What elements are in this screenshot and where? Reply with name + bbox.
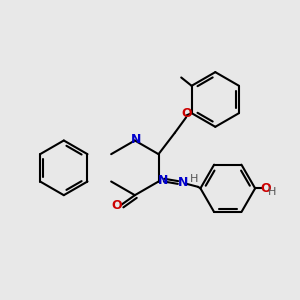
Text: H: H: [268, 187, 276, 196]
Text: N: N: [178, 176, 189, 190]
Text: H: H: [190, 174, 199, 184]
Text: N: N: [158, 174, 168, 188]
Text: O: O: [111, 200, 122, 212]
Text: O: O: [181, 106, 192, 120]
Text: O: O: [260, 182, 271, 194]
Text: N: N: [130, 133, 141, 146]
